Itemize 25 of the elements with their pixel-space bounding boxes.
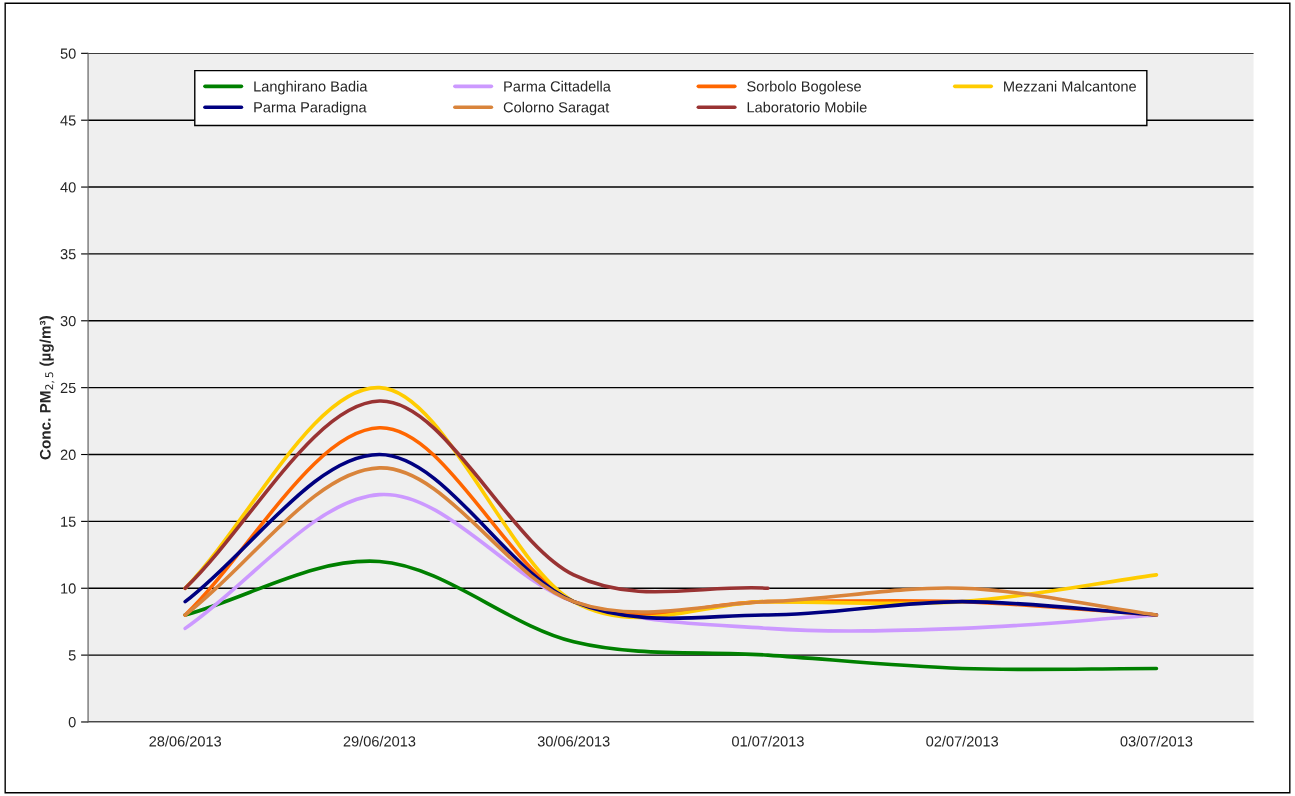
y-tick-label: 30 bbox=[60, 315, 76, 327]
legend-label: Langhirano Badia bbox=[254, 80, 368, 95]
x-tick-label: 03/07/2013 bbox=[1120, 735, 1193, 747]
y-tick-label: 15 bbox=[61, 516, 76, 527]
y-tick-label: 40 bbox=[60, 182, 76, 193]
legend-label: Parma Paradigna bbox=[254, 101, 367, 116]
y-tick-label: 35 bbox=[60, 249, 76, 260]
y-tick-label: 45 bbox=[60, 115, 76, 126]
y-axis-title: Conc. PM$_{2,5}$ (µg/m³) bbox=[39, 316, 55, 460]
legend-label: Colorno Saragat bbox=[503, 101, 610, 116]
y-tick-label: 0 bbox=[68, 717, 76, 728]
legend-label: Sorbolo Bogolese bbox=[747, 80, 861, 95]
y-tick-label: 50 bbox=[60, 48, 76, 59]
x-tick-label: 28/06/2013 bbox=[149, 735, 222, 747]
x-tick-label: 29/06/2013 bbox=[343, 735, 416, 747]
y-tick-label: 5 bbox=[68, 650, 76, 661]
x-tick-label: 02/07/2013 bbox=[926, 735, 999, 747]
legend-label: Laboratorio Mobile bbox=[747, 101, 867, 113]
y-tick-label: 20 bbox=[60, 449, 76, 460]
x-tick-label: 01/07/2013 bbox=[732, 735, 804, 747]
y-tick-label: 10 bbox=[61, 583, 76, 594]
legend-label: Parma Cittadella bbox=[504, 80, 611, 92]
legend-label: Mezzani Malcantone bbox=[1004, 80, 1136, 92]
x-tick-label: 30/06/2013 bbox=[537, 735, 610, 747]
y-tick-label: 25 bbox=[60, 382, 76, 394]
